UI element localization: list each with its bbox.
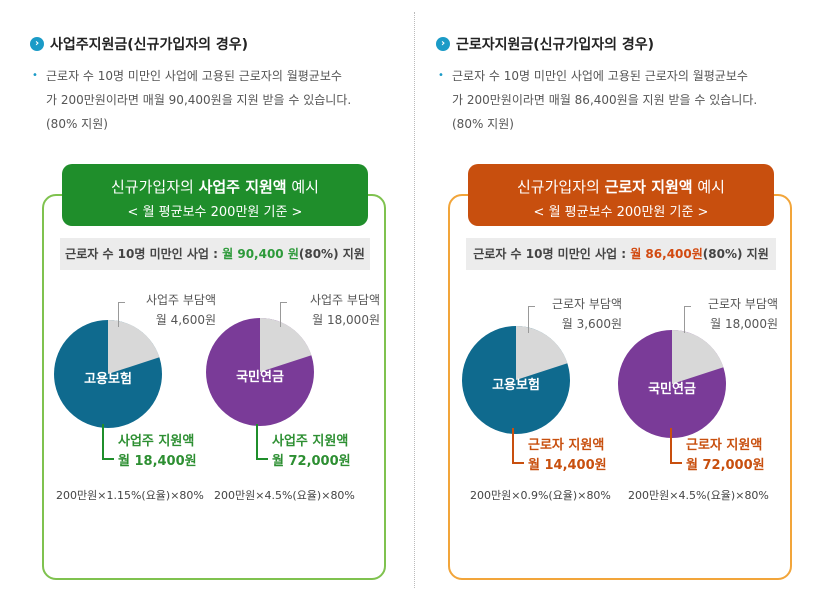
pie-chart xyxy=(462,325,570,434)
summary-label: 근로자 수 10명 미만인 사업 : xyxy=(65,247,223,261)
desc-line: 가 200만원이라면 매월 90,400원을 지원 받을 수 있습니다. xyxy=(46,93,352,107)
share-amount: 월 18,000원 xyxy=(312,313,380,327)
callout-line xyxy=(256,424,268,460)
share-title: 사업주 부담액 xyxy=(309,293,380,307)
worker-description: • 근로자 수 10명 미만인 사업에 고용된 근로자의 월평균보수 가 200… xyxy=(438,64,810,136)
desc-line: (80% 지원) xyxy=(452,117,514,131)
desc-line: 근로자 수 10명 미만인 사업에 고용된 근로자의 월평균보수 xyxy=(452,69,748,83)
support-amount: 월 14,400원 xyxy=(528,458,607,473)
employer-summary: 근로자 수 10명 미만인 사업 : 월 90,400 원(80%) 지원 xyxy=(60,238,370,270)
banner-bold: 근로자 지원액 xyxy=(604,178,693,196)
share-slice xyxy=(516,325,568,380)
worker-banner: 신규가입자의 근로자 지원액 예시 < 월 평균보수 200만원 기준 > xyxy=(468,164,774,226)
worker-share-callout-1: 근로자 부담액 월 3,600원 xyxy=(516,294,622,334)
bullet-icon: • xyxy=(32,70,38,81)
support-title: 사업주 지원액 xyxy=(118,434,195,449)
employer-heading-text: 사업주지원금(신규가입자의 경우) xyxy=(50,37,248,53)
summary-suffix: (80%) 지원 xyxy=(298,247,365,261)
employer-support-callout-2: 사업주 지원액 월 72,000원 xyxy=(272,432,351,472)
share-slice xyxy=(672,329,724,384)
worker-heading-text: 근로자지원금(신규가입자의 경우) xyxy=(456,37,654,53)
summary-amount: 월 90,400 원 xyxy=(222,247,299,261)
share-slice xyxy=(108,319,160,374)
callout-line xyxy=(528,306,535,333)
formula-national-pension: 200만원×4.5%(요율)×80% xyxy=(214,489,355,502)
national-pension-pie: 국민연금 xyxy=(618,329,726,438)
share-slice xyxy=(260,317,312,372)
national-pension-pie: 국민연금 xyxy=(206,317,314,426)
formula-employment-insurance: 200만원×1.15%(요율)×80% xyxy=(56,489,204,502)
bullet-icon: • xyxy=(438,70,444,81)
share-amount: 월 18,000원 xyxy=(710,317,778,331)
banner-text: 예시 xyxy=(692,178,725,196)
desc-line: (80% 지원) xyxy=(46,117,108,131)
banner-text: 신규가입자의 xyxy=(517,178,605,196)
support-title: 근로자 지원액 xyxy=(686,438,763,453)
banner-text: 예시 xyxy=(286,178,319,196)
worker-heading: › 근로자지원금(신규가입자의 경우) xyxy=(436,34,654,54)
employer-support-callout-1: 사업주 지원액 월 18,400원 xyxy=(118,432,197,472)
worker-support-callout-1: 근로자 지원액 월 14,400원 xyxy=(528,436,607,476)
pie-chart xyxy=(618,329,726,438)
worker-support-callout-2: 근로자 지원액 월 72,000원 xyxy=(686,436,765,476)
employment-insurance-pie: 고용보험 xyxy=(462,325,570,434)
desc-line: 가 200만원이라면 매월 86,400원을 지원 받을 수 있습니다. xyxy=(452,93,758,107)
employer-share-callout-1: 사업주 부담액 월 4,600원 xyxy=(106,290,216,330)
share-amount: 월 3,600원 xyxy=(561,317,622,331)
employer-share-callout-2: 사업주 부담액 월 18,000원 xyxy=(268,290,380,330)
summary-amount: 월 86,400원 xyxy=(630,247,703,261)
support-title: 사업주 지원액 xyxy=(272,434,349,449)
callout-line xyxy=(670,428,682,464)
support-title: 근로자 지원액 xyxy=(528,438,605,453)
banner-text: 신규가입자의 xyxy=(111,178,199,196)
worker-support-section: › 근로자지원금(신규가입자의 경우) • 근로자 수 10명 미만인 사업에 … xyxy=(424,0,814,594)
pie-label: 국민연금 xyxy=(648,382,696,397)
column-divider xyxy=(414,12,415,588)
support-amount: 월 72,000원 xyxy=(272,454,351,469)
employer-support-section: › 사업주지원금(신규가입자의 경우) • 근로자 수 10명 미만인 사업에 … xyxy=(18,0,408,594)
share-title: 근로자 부담액 xyxy=(551,297,622,311)
worker-summary: 근로자 수 10명 미만인 사업 : 월 86,400원(80%) 지원 xyxy=(466,238,776,270)
formula-employment-insurance: 200만원×0.9%(요율)×80% xyxy=(470,489,611,502)
pie-chart xyxy=(206,317,314,426)
employer-heading: › 사업주지원금(신규가입자의 경우) xyxy=(30,34,248,54)
pie-chart xyxy=(54,319,162,428)
pie-label: 고용보험 xyxy=(492,378,540,393)
callout-line xyxy=(512,428,524,464)
banner-subtitle: < 월 평균보수 200만원 기준 > xyxy=(533,205,709,220)
employer-banner: 신규가입자의 사업주 지원액 예시 < 월 평균보수 200만원 기준 > xyxy=(62,164,368,226)
banner-subtitle: < 월 평균보수 200만원 기준 > xyxy=(127,205,303,220)
chevron-right-icon: › xyxy=(30,37,44,51)
share-title: 근로자 부담액 xyxy=(707,297,778,311)
support-amount: 월 18,400원 xyxy=(118,454,197,469)
share-title: 사업주 부담액 xyxy=(145,293,216,307)
callout-line xyxy=(684,306,691,333)
desc-line: 근로자 수 10명 미만인 사업에 고용된 근로자의 월평균보수 xyxy=(46,69,342,83)
summary-label: 근로자 수 10명 미만인 사업 : xyxy=(473,247,631,261)
support-amount: 월 72,000원 xyxy=(686,458,765,473)
callout-line xyxy=(280,302,287,327)
pie-label: 국민연금 xyxy=(236,370,284,385)
callout-line xyxy=(118,302,125,327)
employer-description: • 근로자 수 10명 미만인 사업에 고용된 근로자의 월평균보수 가 200… xyxy=(32,64,404,136)
share-amount: 월 4,600원 xyxy=(155,313,216,327)
formula-national-pension: 200만원×4.5%(요율)×80% xyxy=(628,489,769,502)
pie-label: 고용보험 xyxy=(84,372,132,387)
summary-suffix: (80%) 지원 xyxy=(702,247,769,261)
banner-bold: 사업주 지원액 xyxy=(198,178,287,196)
employment-insurance-pie: 고용보험 xyxy=(54,319,162,428)
chevron-right-icon: › xyxy=(436,37,450,51)
callout-line xyxy=(102,424,114,460)
worker-share-callout-2: 근로자 부담액 월 18,000원 xyxy=(672,294,778,334)
